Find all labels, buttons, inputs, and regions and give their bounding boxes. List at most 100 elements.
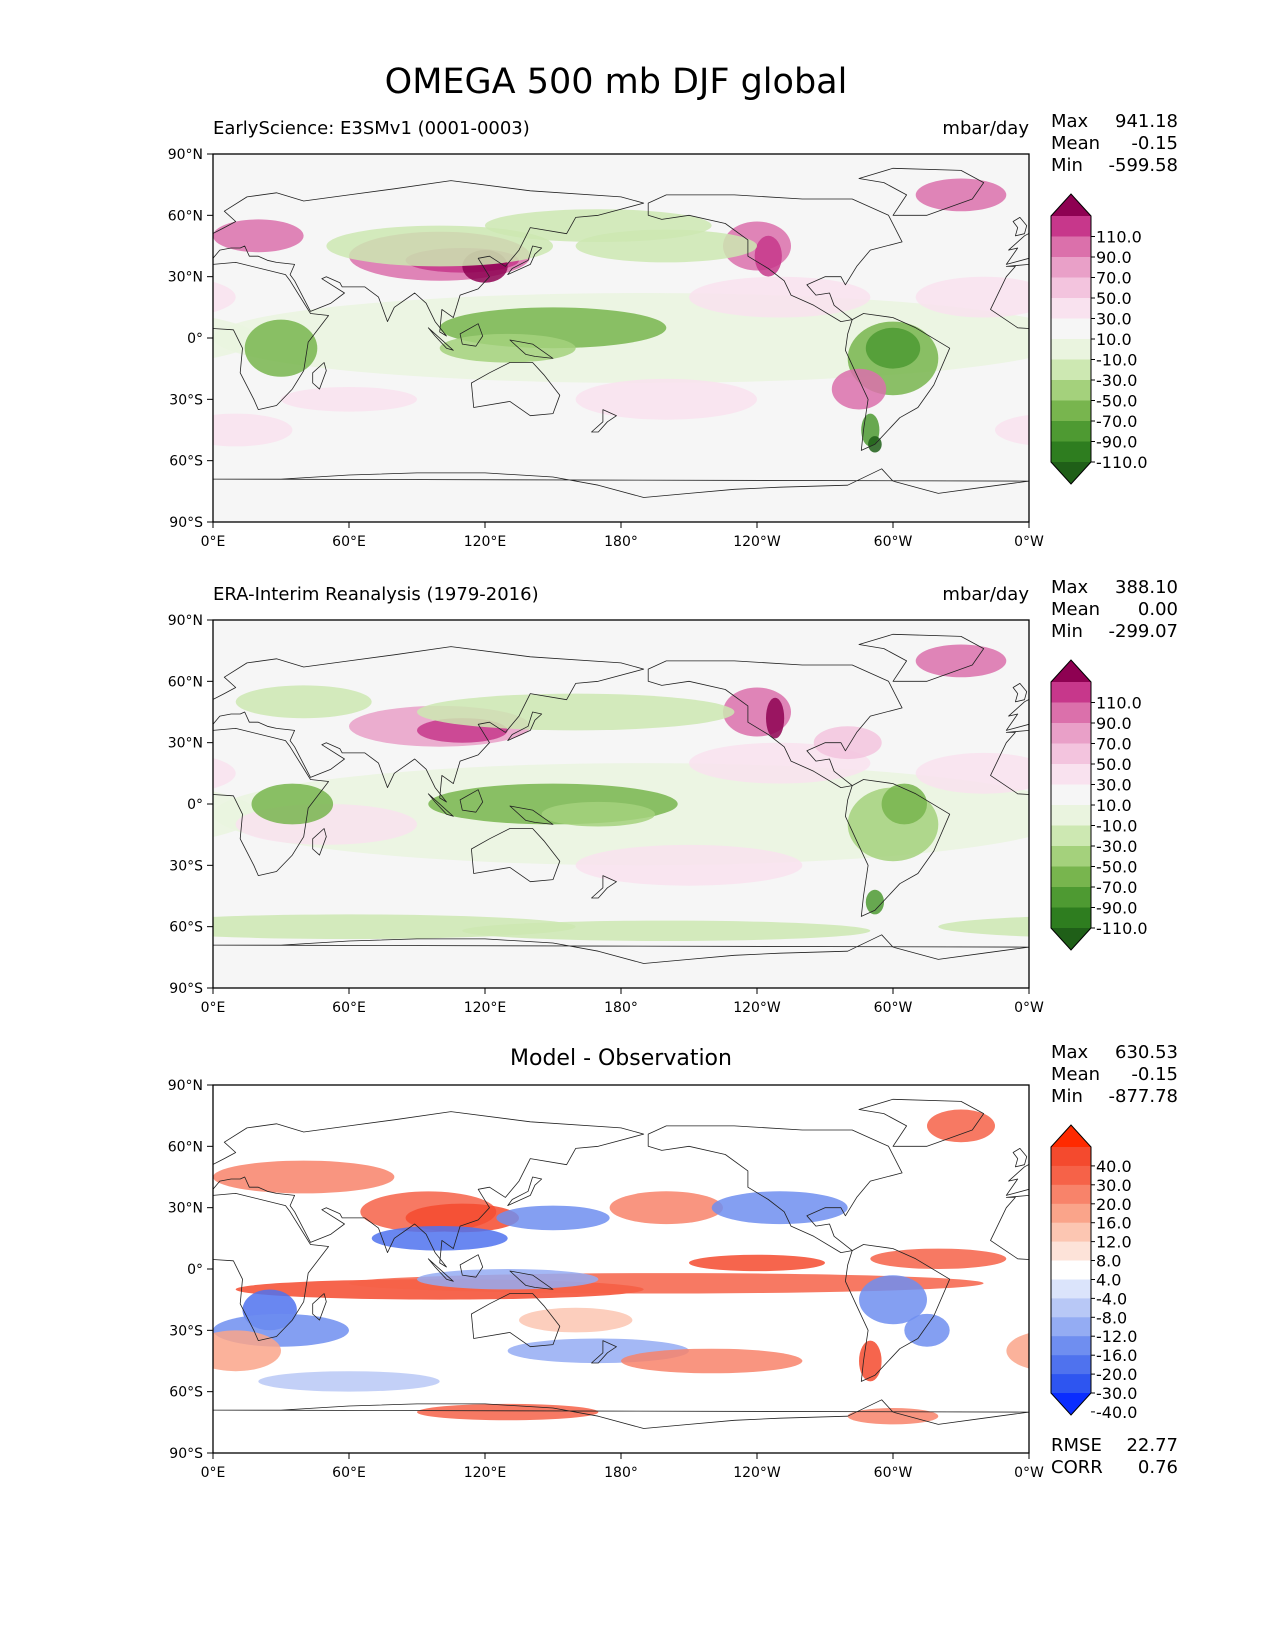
lat-tick-label: 60°S [169, 920, 203, 936]
field-contour [847, 1408, 939, 1425]
colorbar-extend-bottom [1051, 462, 1091, 484]
stat-label-max: Max [1051, 1042, 1089, 1063]
figure-title: OMEGA 500 mb DJF global [385, 62, 848, 102]
coastline-japan [507, 245, 543, 275]
lat-tick-label: 60°S [169, 1385, 203, 1401]
coastline-namerica [647, 660, 903, 789]
field-contour [1006, 1333, 1029, 1369]
field-contour [859, 1340, 882, 1382]
colorbar-label: 110.0 [1096, 228, 1142, 247]
field-contour [251, 783, 334, 825]
lon-tick-label: 60°W [874, 1465, 913, 1481]
colorbar-label: -10.0 [1096, 351, 1137, 370]
coastline-australia [470, 1293, 561, 1348]
field-contour [417, 693, 735, 731]
colorbar-cell [1051, 846, 1091, 867]
colorbar-label: 12.0 [1096, 1233, 1132, 1252]
field-contour [995, 414, 1029, 446]
coastline-sumatra [427, 793, 454, 817]
lat-tick-label: 0° [187, 1262, 203, 1278]
colorbar-label: 70.0 [1096, 269, 1132, 288]
stat-value-max: 630.53 [1115, 1042, 1178, 1063]
colorbar-label: -8.0 [1096, 1308, 1127, 1327]
lat-tick-label: 0° [187, 797, 203, 813]
colorbar-label: 30.0 [1096, 310, 1132, 329]
colorbar-label: -10.0 [1096, 817, 1137, 836]
field-contour [326, 225, 553, 267]
field-contour [1256, 307, 1275, 348]
lon-tick-label: 180° [604, 534, 638, 550]
map-field [0, 154, 1275, 522]
colorbar-label: 16.0 [1096, 1214, 1132, 1233]
lon-tick-label: 0°E [201, 1465, 226, 1481]
colorbar-cell [1051, 1374, 1091, 1394]
lon-tick-label: 120°E [464, 534, 507, 550]
colorbar-cell [1051, 1222, 1091, 1243]
stat-label-mean: Mean [1051, 133, 1100, 154]
lon-tick-label: 60°W [874, 534, 913, 550]
field-contour [244, 319, 318, 377]
stat-label-max: Max [1051, 111, 1089, 132]
field-contour [0, 1273, 168, 1293]
colorbar-cell [1051, 1298, 1091, 1318]
coastline-newguinea [509, 1270, 554, 1290]
field-contour [865, 889, 885, 915]
panel-test: EarlyScience: E3SMv1 (0001-0003) mbar/day… [0, 111, 1275, 550]
coastline-antarctica [213, 1411, 214, 1413]
colorbar-cell [1051, 1147, 1091, 1167]
coastline-samerica [845, 779, 951, 917]
lon-tick-label: 60°E [332, 1465, 366, 1481]
lat-tick-label: 30°N [168, 1201, 203, 1217]
field-contour [417, 1403, 599, 1421]
colorbar-cell [1051, 1336, 1091, 1356]
lon-tick-label: 60°E [332, 534, 366, 550]
field-contour [0, 743, 54, 784]
colorbar-extend-bottom [1051, 1393, 1091, 1415]
coastline-newguinea [509, 805, 554, 825]
colorbar-cell [1051, 359, 1091, 381]
coastline-namerica [0, 195, 86, 322]
field-contour [0, 277, 54, 318]
lon-tick-label: 180° [604, 1465, 638, 1481]
lon-tick-label: 0°E [201, 1000, 226, 1016]
coastline-madagascar [312, 1293, 327, 1321]
colorbar-label: -30.0 [1096, 371, 1137, 390]
field-contour [439, 333, 576, 363]
field-contour [0, 726, 66, 759]
coastline-antarctica [213, 934, 1029, 964]
field-contour [766, 697, 785, 739]
field-contour [1142, 226, 1275, 267]
field-contour [213, 1330, 281, 1372]
colorbar-label: -40.0 [1096, 1403, 1137, 1422]
field-contour [1256, 334, 1275, 363]
lat-tick-label: 60°N [168, 1139, 203, 1155]
lon-tick-label: 120°W [733, 1465, 781, 1481]
colorbar-cell [1051, 257, 1091, 278]
stat-value-min: -599.58 [1109, 155, 1178, 176]
coastline-sumatra [1244, 794, 1269, 817]
coastline-madagascar [1129, 1294, 1143, 1321]
colorbar-cell [1051, 216, 1091, 237]
coastline-sumatra [1244, 1259, 1269, 1282]
coastline-samerica [29, 1245, 133, 1382]
field-contour [50, 890, 68, 915]
field-contour [100, 179, 191, 212]
colorbar-cell [1051, 1279, 1091, 1299]
coastline-madagascar [312, 362, 327, 390]
field-contour [859, 1275, 927, 1325]
colorbar-cell [1051, 1165, 1091, 1186]
coastline-newzealand [591, 875, 617, 899]
field-contour [915, 178, 1007, 212]
lat-tick-label: 60°N [168, 208, 203, 224]
coastline-antarctica [213, 1399, 1029, 1429]
field-contour [813, 726, 882, 760]
colorbar-label: 20.0 [1096, 1195, 1132, 1214]
stat-value-mean: 0.00 [1138, 599, 1178, 620]
field-contour [881, 783, 927, 825]
field-contour [462, 920, 871, 941]
lat-tick-label: 0° [187, 331, 203, 347]
field-contour [213, 413, 293, 447]
colorbar-cell [1051, 1241, 1091, 1261]
coastline-eurasia [1005, 1164, 1029, 1196]
coastline-greenland [858, 633, 985, 682]
